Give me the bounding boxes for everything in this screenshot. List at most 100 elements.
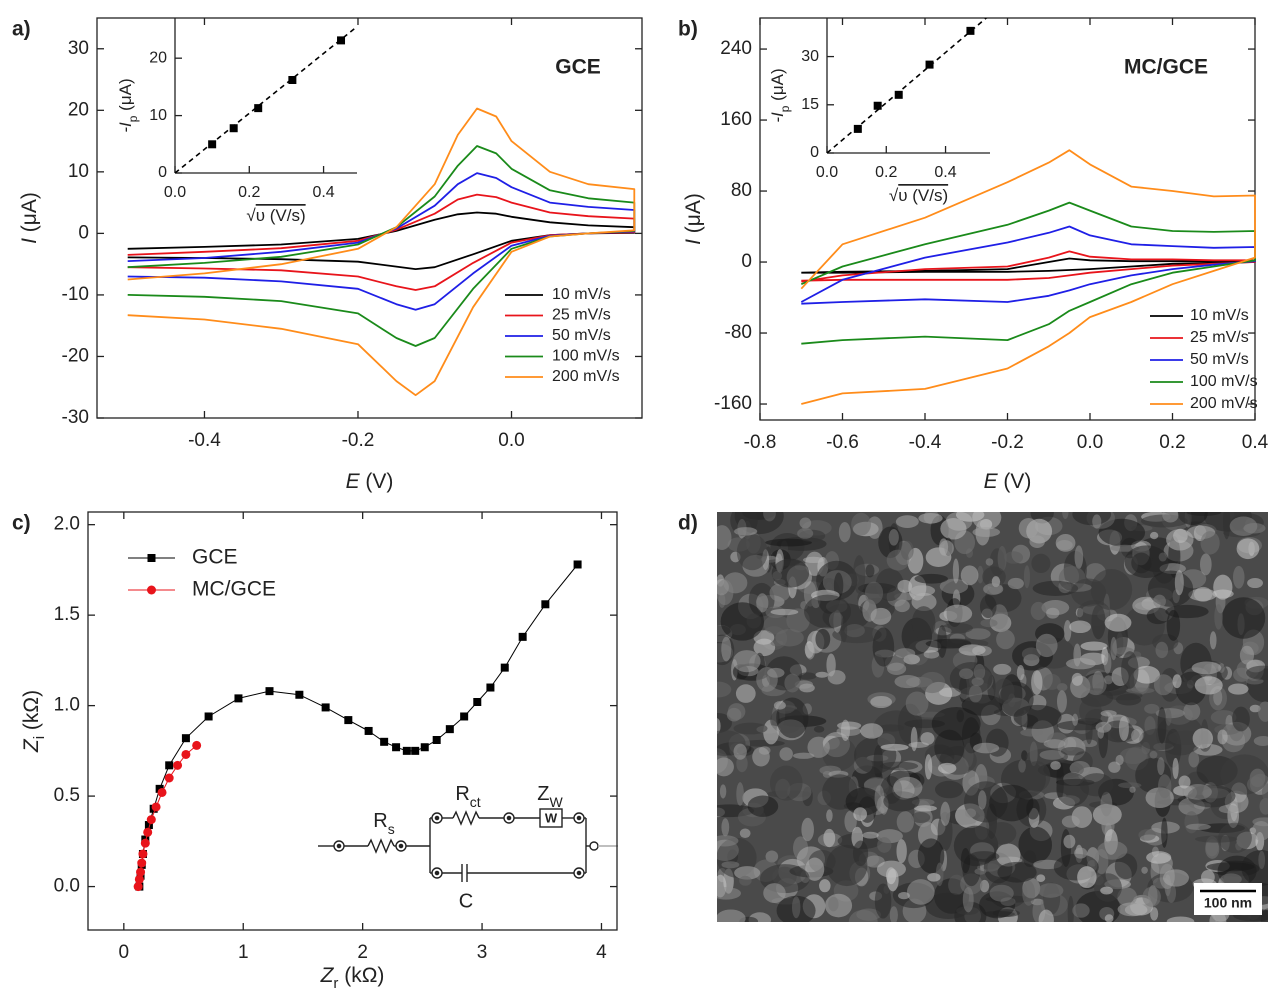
y-tick-label: 15 bbox=[801, 96, 819, 113]
panel-label: c) bbox=[12, 512, 31, 535]
texture bbox=[1150, 907, 1159, 921]
marker bbox=[344, 716, 353, 725]
texture bbox=[1038, 909, 1054, 922]
texture bbox=[1118, 716, 1129, 741]
texture bbox=[1072, 713, 1079, 726]
y-tick-label: -160 bbox=[714, 393, 752, 414]
inset-x-label-part: υ (V/s) bbox=[256, 206, 306, 225]
series-line bbox=[800, 149, 1256, 405]
texture bbox=[1161, 817, 1168, 848]
texture bbox=[1119, 747, 1147, 765]
texture bbox=[804, 594, 852, 629]
texture bbox=[889, 906, 898, 922]
texture bbox=[862, 831, 879, 839]
marker bbox=[265, 687, 274, 696]
texture bbox=[1184, 811, 1199, 834]
inset-point bbox=[873, 101, 882, 110]
texture bbox=[1074, 545, 1084, 569]
texture bbox=[1071, 672, 1083, 686]
marker bbox=[140, 838, 150, 848]
texture bbox=[1018, 517, 1039, 539]
inset-x-label-part: υ (V/s) bbox=[898, 186, 948, 205]
texture bbox=[968, 684, 983, 703]
texture bbox=[864, 581, 884, 605]
marker bbox=[173, 760, 183, 770]
texture bbox=[1258, 701, 1268, 722]
texture bbox=[894, 675, 921, 689]
legend-label: 50 mV/s bbox=[552, 327, 611, 344]
texture bbox=[1199, 553, 1212, 576]
texture bbox=[1023, 565, 1030, 589]
texture bbox=[1188, 751, 1200, 768]
marker bbox=[133, 882, 143, 892]
texture bbox=[997, 861, 1037, 883]
texture bbox=[900, 540, 914, 561]
texture bbox=[934, 780, 964, 799]
x-tick-label: 0.4 bbox=[312, 184, 334, 201]
texture bbox=[824, 893, 853, 918]
texture bbox=[874, 785, 885, 811]
texture bbox=[819, 879, 831, 893]
series-line bbox=[127, 193, 636, 291]
legend-label: 100 mV/s bbox=[1190, 373, 1258, 390]
annotation: GCE bbox=[555, 56, 601, 79]
inset-point bbox=[254, 104, 263, 113]
texture bbox=[822, 737, 857, 771]
texture bbox=[866, 516, 883, 539]
texture bbox=[1021, 647, 1041, 661]
x-axis-label: Zr (kΩ) bbox=[320, 964, 385, 993]
texture bbox=[721, 818, 730, 837]
texture bbox=[775, 628, 804, 647]
texture bbox=[1117, 887, 1137, 906]
texture bbox=[767, 667, 785, 678]
texture bbox=[717, 757, 734, 777]
y-tick-label: 20 bbox=[149, 49, 167, 66]
texture bbox=[797, 528, 814, 539]
texture bbox=[1100, 886, 1114, 895]
marker bbox=[157, 787, 167, 797]
texture bbox=[1158, 774, 1172, 799]
texture bbox=[1201, 870, 1215, 885]
texture bbox=[1072, 512, 1112, 526]
texture bbox=[1007, 577, 1024, 590]
texture bbox=[1200, 531, 1220, 555]
inset-point bbox=[925, 60, 934, 69]
texture bbox=[776, 895, 816, 922]
marker bbox=[486, 683, 495, 692]
texture bbox=[887, 662, 907, 675]
y-tick-label: -20 bbox=[62, 345, 89, 366]
texture bbox=[717, 579, 734, 606]
marker bbox=[432, 736, 441, 744]
x-tick-label: 0.2 bbox=[1159, 432, 1185, 453]
texture bbox=[1184, 784, 1212, 800]
texture bbox=[1079, 697, 1102, 725]
main-frame bbox=[96, 17, 643, 419]
texture bbox=[960, 565, 979, 586]
texture bbox=[1036, 874, 1046, 882]
texture bbox=[717, 718, 721, 734]
x-tick-label: 1 bbox=[238, 942, 249, 963]
marker bbox=[147, 585, 156, 595]
texture bbox=[872, 627, 895, 667]
texture bbox=[735, 684, 756, 703]
texture bbox=[895, 515, 919, 529]
y-axis-label-part: I bbox=[18, 238, 41, 244]
marker bbox=[165, 761, 174, 770]
texture bbox=[894, 648, 916, 659]
marker bbox=[420, 743, 429, 752]
texture bbox=[736, 782, 744, 806]
texture bbox=[1103, 652, 1112, 674]
y-tick-label: 0.5 bbox=[54, 785, 80, 806]
texture bbox=[939, 578, 969, 594]
y-tick-label: -10 bbox=[62, 284, 89, 305]
series-line bbox=[801, 250, 1256, 283]
y-tick-label: 30 bbox=[801, 48, 819, 65]
marker bbox=[541, 600, 550, 609]
inset-point bbox=[337, 36, 346, 45]
texture bbox=[753, 638, 776, 657]
texture bbox=[972, 527, 1001, 537]
texture bbox=[924, 754, 933, 780]
texture bbox=[823, 828, 836, 848]
series-line bbox=[138, 564, 578, 887]
marker bbox=[204, 712, 213, 721]
